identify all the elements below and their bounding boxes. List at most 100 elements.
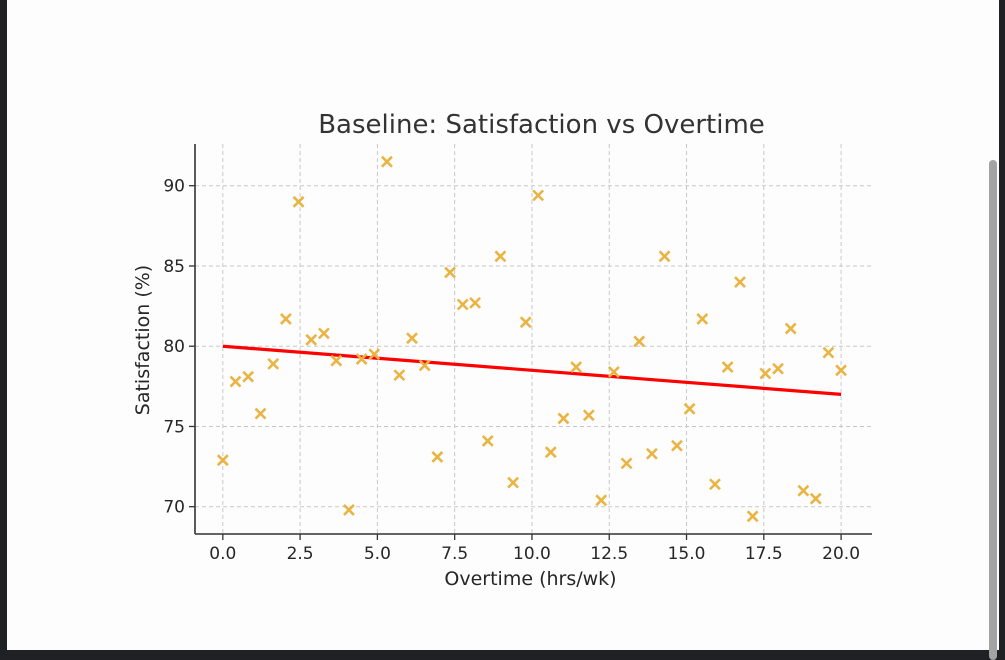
data-point-stroke — [519, 316, 532, 329]
data-point — [469, 296, 481, 309]
data-point-stroke — [216, 454, 229, 467]
data-point — [595, 494, 608, 507]
y-tick-label: 75 — [163, 417, 185, 437]
data-point-stroke — [469, 296, 481, 309]
vertical-scrollbar-thumb[interactable] — [989, 160, 997, 660]
x-tick-label: 0.0 — [209, 544, 236, 564]
chart-viewport: 0.0 2.5 5.0 7.5 10.0 12.5 15.0 17.5 20.0 70 75 80 85… — [7, 0, 999, 660]
y-tick-label: 70 — [163, 498, 185, 518]
data-point-stroke — [835, 364, 848, 377]
data-point-stroke — [607, 365, 620, 378]
data-point-stroke — [330, 354, 343, 367]
data-point-stroke — [229, 375, 242, 388]
data-point — [519, 316, 532, 329]
data-point — [393, 369, 406, 382]
data-point — [292, 195, 305, 208]
data-point-stroke — [822, 346, 835, 359]
data-point — [633, 335, 646, 348]
chart-title: Baseline: Satisfaction vs Overtime — [318, 110, 765, 140]
scatter-chart: 0.0 2.5 5.0 7.5 10.0 12.5 15.0 17.5 20.0 70 75 80 85… — [132, 110, 872, 590]
x-tick-label: 2.5 — [287, 544, 314, 564]
data-point — [444, 266, 456, 279]
marker-layer — [216, 155, 848, 523]
data-point — [381, 155, 393, 168]
data-point-stroke — [797, 484, 810, 497]
data-point — [544, 446, 557, 459]
data-point-stroke — [317, 327, 330, 340]
data-point-stroke — [645, 447, 658, 460]
y-tick-label: 80 — [163, 337, 185, 357]
x-tick-label: 20.0 — [822, 544, 860, 564]
data-point-stroke — [267, 357, 280, 370]
grid-layer — [195, 144, 872, 534]
data-point — [431, 451, 444, 463]
data-point — [279, 313, 292, 325]
data-point — [343, 504, 355, 516]
x-tick-label: 7.5 — [441, 544, 468, 564]
data-point-stroke — [343, 504, 355, 516]
data-point — [481, 434, 494, 447]
data-point — [620, 457, 633, 470]
data-point — [671, 439, 683, 452]
data-point — [582, 409, 595, 422]
data-point-stroke — [759, 367, 772, 380]
data-point — [317, 327, 330, 340]
data-point — [507, 476, 520, 489]
data-point-stroke — [582, 409, 595, 422]
x-tick-label: 5.0 — [364, 544, 391, 564]
x-tick-label: 17.5 — [745, 544, 783, 564]
data-point-stroke — [721, 361, 734, 374]
data-point — [797, 484, 810, 497]
x-tick-label: 15.0 — [668, 544, 706, 564]
data-point-stroke — [481, 434, 494, 447]
data-point-stroke — [671, 439, 683, 452]
data-point-stroke — [381, 155, 393, 168]
data-point — [734, 276, 746, 288]
data-point-stroke — [595, 494, 608, 507]
trend-line — [222, 344, 842, 396]
data-point — [759, 367, 772, 380]
data-point — [305, 333, 318, 346]
data-point-stroke — [368, 348, 381, 361]
data-point — [330, 354, 343, 367]
data-point-stroke — [620, 457, 633, 470]
data-point — [772, 362, 784, 375]
data-point — [822, 346, 835, 359]
data-point-stroke — [406, 332, 418, 345]
data-point-stroke — [444, 266, 456, 279]
data-point — [418, 359, 431, 372]
data-point-stroke — [570, 361, 583, 374]
data-point — [557, 412, 570, 425]
data-point — [406, 332, 418, 345]
data-point — [835, 364, 848, 377]
data-point-stroke — [292, 195, 305, 208]
data-point — [242, 370, 255, 383]
data-point — [645, 447, 658, 460]
data-point-stroke — [355, 353, 368, 365]
data-point-stroke — [418, 359, 431, 372]
data-point-stroke — [456, 298, 469, 311]
data-point-stroke — [254, 407, 267, 420]
data-point-stroke — [431, 451, 444, 463]
data-point-stroke — [809, 492, 822, 505]
y-axis-title: Satisfaction (%) — [132, 265, 154, 415]
data-point — [532, 189, 545, 202]
data-point — [721, 361, 734, 374]
data-point — [456, 298, 469, 311]
y-tick-label: 85 — [163, 257, 185, 277]
data-point-stroke — [696, 313, 709, 325]
x-tick-label: 12.5 — [590, 544, 628, 564]
data-point — [355, 353, 368, 365]
data-point — [696, 313, 709, 325]
data-point — [494, 250, 507, 263]
data-point-stroke — [772, 362, 784, 375]
data-point-stroke — [633, 335, 646, 348]
data-point — [216, 454, 229, 467]
data-point — [683, 402, 696, 415]
data-point-stroke — [507, 476, 520, 489]
data-point-stroke — [557, 412, 570, 425]
data-point-stroke — [709, 478, 721, 491]
y-tick-label: 90 — [163, 177, 185, 197]
axes-layer: 0.0 2.5 5.0 7.5 10.0 12.5 15.0 17.5 20.0 70 75 80 85… — [163, 144, 872, 564]
data-point-stroke — [242, 370, 255, 383]
